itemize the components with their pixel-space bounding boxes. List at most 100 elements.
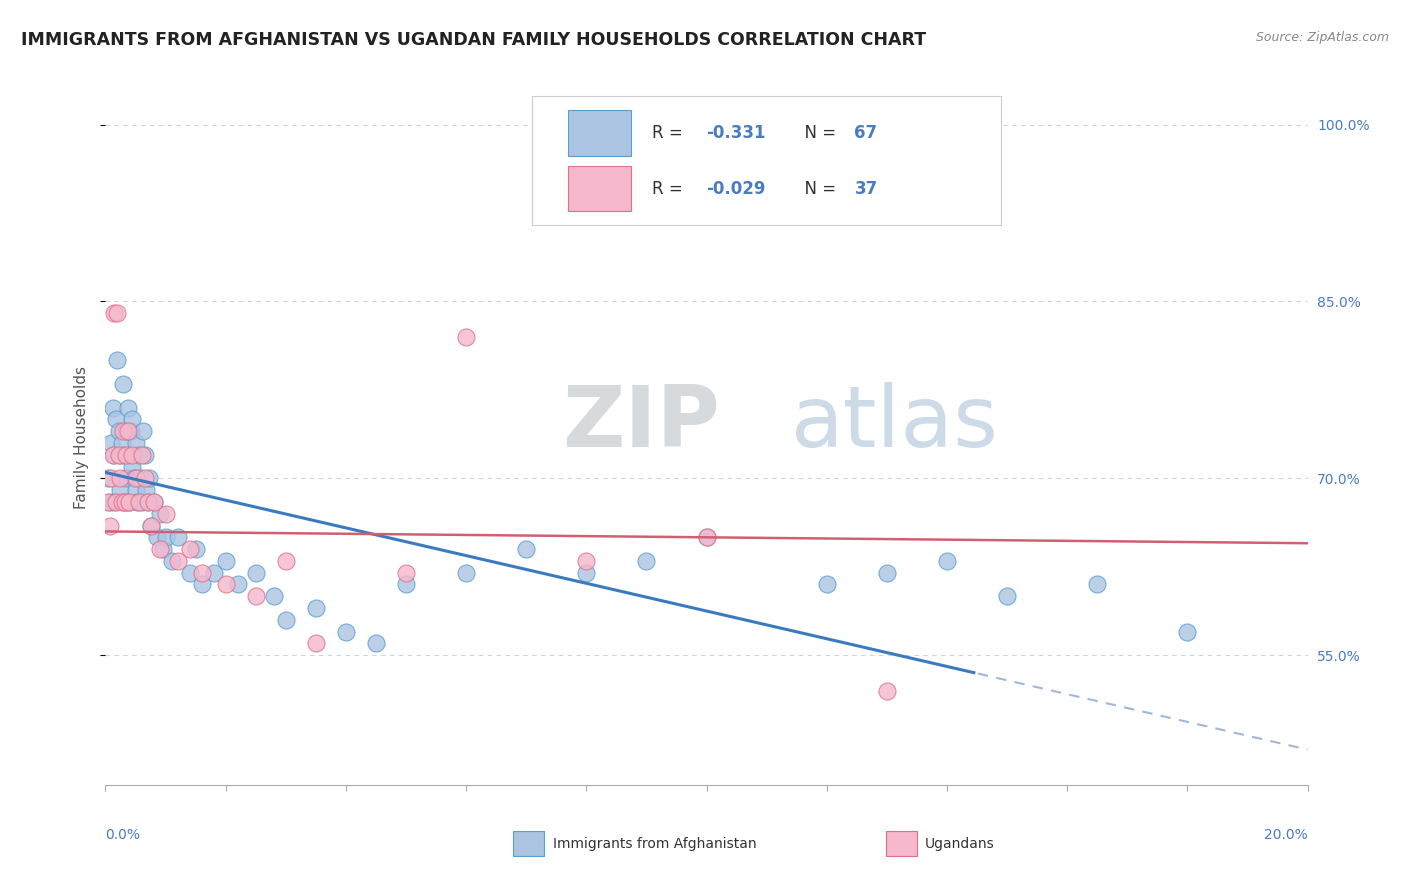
Point	[263, 589, 285, 603]
Point	[305, 636, 328, 650]
Bar	[568, 111, 631, 155]
Point	[155, 530, 177, 544]
Point	[202, 566, 225, 580]
Point	[118, 495, 141, 509]
Point	[97, 495, 120, 509]
Point	[114, 495, 136, 509]
Point	[876, 683, 898, 698]
Text: R =: R =	[652, 124, 689, 142]
FancyBboxPatch shape	[533, 96, 1001, 225]
Point	[335, 624, 357, 639]
Point	[364, 636, 387, 650]
Point	[103, 495, 125, 509]
Text: Source: ZipAtlas.com: Source: ZipAtlas.com	[1256, 31, 1389, 45]
Point	[274, 613, 297, 627]
Point	[110, 471, 132, 485]
Point	[575, 554, 598, 568]
Point	[112, 377, 135, 392]
Point	[142, 495, 165, 509]
Point	[110, 483, 132, 497]
Point	[395, 566, 418, 580]
Point	[97, 471, 120, 485]
Point	[115, 448, 138, 462]
Point	[112, 448, 135, 462]
Point	[134, 448, 156, 462]
Point	[166, 530, 188, 544]
Point	[103, 448, 125, 462]
Bar	[886, 831, 917, 856]
Point	[124, 436, 146, 450]
Point	[135, 483, 157, 497]
Bar	[568, 166, 631, 211]
Point	[166, 554, 188, 568]
Y-axis label: Family Households: Family Households	[75, 366, 90, 508]
Point	[136, 495, 159, 509]
Point	[117, 424, 139, 438]
Point	[136, 495, 159, 509]
Point	[274, 554, 297, 568]
Point	[115, 424, 138, 438]
Point	[245, 566, 267, 580]
Point	[100, 436, 122, 450]
Point	[128, 495, 150, 509]
Point	[179, 566, 201, 580]
Point	[142, 495, 165, 509]
Point	[575, 566, 598, 580]
Text: N =: N =	[794, 124, 842, 142]
Point	[155, 507, 177, 521]
Text: -0.029: -0.029	[707, 179, 766, 198]
Point	[121, 459, 143, 474]
Point	[111, 495, 134, 509]
Point	[696, 530, 718, 544]
Point	[148, 507, 170, 521]
Text: 67: 67	[855, 124, 877, 142]
Point	[124, 483, 146, 497]
Text: 20.0%: 20.0%	[1264, 828, 1308, 842]
Point	[245, 589, 267, 603]
Text: Ugandans: Ugandans	[925, 837, 995, 851]
Point	[138, 471, 160, 485]
Point	[184, 542, 207, 557]
Text: atlas: atlas	[790, 382, 998, 465]
Point	[107, 306, 129, 320]
Point	[148, 542, 170, 557]
Point	[190, 577, 212, 591]
Point	[936, 554, 959, 568]
Point	[515, 542, 537, 557]
Point	[226, 577, 249, 591]
Point	[100, 471, 122, 485]
Text: N =: N =	[794, 179, 842, 198]
Bar	[513, 831, 544, 856]
Point	[114, 495, 136, 509]
Point	[124, 471, 146, 485]
Point	[125, 495, 148, 509]
Point	[815, 577, 838, 591]
Point	[120, 424, 142, 438]
Point	[112, 424, 135, 438]
Point	[101, 448, 124, 462]
Point	[696, 530, 718, 544]
Point	[995, 589, 1018, 603]
Point	[117, 401, 139, 415]
Point	[107, 353, 129, 368]
Point	[105, 495, 128, 509]
Point	[179, 542, 201, 557]
Point	[1175, 624, 1198, 639]
Point	[134, 471, 156, 485]
Text: 0.0%: 0.0%	[105, 828, 141, 842]
Point	[103, 306, 125, 320]
Point	[160, 554, 183, 568]
Point	[105, 412, 128, 426]
Point	[139, 518, 162, 533]
Point	[636, 554, 658, 568]
Text: IMMIGRANTS FROM AFGHANISTAN VS UGANDAN FAMILY HOUSEHOLDS CORRELATION CHART: IMMIGRANTS FROM AFGHANISTAN VS UGANDAN F…	[21, 31, 927, 49]
Point	[1085, 577, 1108, 591]
Point	[118, 448, 141, 462]
Point	[305, 601, 328, 615]
Point	[98, 518, 121, 533]
Text: 37: 37	[855, 179, 877, 198]
Text: ZIP: ZIP	[562, 382, 720, 465]
Text: Immigrants from Afghanistan: Immigrants from Afghanistan	[553, 837, 756, 851]
Point	[110, 448, 132, 462]
Point	[132, 424, 155, 438]
